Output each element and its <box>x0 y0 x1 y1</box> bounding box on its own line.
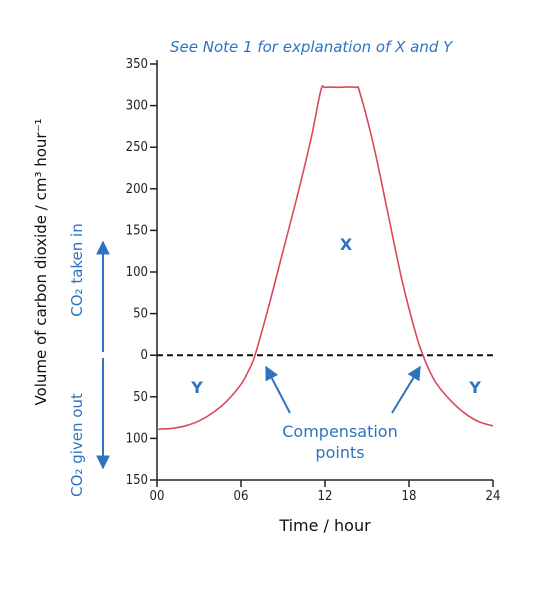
region-label-y-right: Y <box>468 378 481 397</box>
annotation-line1: Compensation <box>282 422 397 441</box>
y-tick-label: 50 <box>133 390 148 405</box>
y-tick-label: 350 <box>126 57 148 72</box>
x-axis-label: Time / hour <box>278 516 371 535</box>
y-ticks: 150 100 50 0 50 100 150 200 250 300 350 <box>126 57 157 488</box>
annotation-arrow-right <box>391 365 421 414</box>
y-tick-label: 0 <box>141 348 148 363</box>
y-tick-label: 250 <box>126 140 148 155</box>
y-tick-label: 150 <box>126 473 148 488</box>
label-co2-given-out: CO₂ given out <box>68 393 86 497</box>
y-tick-label: 300 <box>126 99 148 114</box>
annotation-arrow-left <box>265 365 291 414</box>
x-tick-label: 00 <box>150 489 165 504</box>
region-label-x: X <box>340 235 353 254</box>
co2-exchange-curve <box>156 85 494 431</box>
x-tick-label: 06 <box>234 489 249 504</box>
y-tick-label: 100 <box>126 265 148 280</box>
x-tick-label: 24 <box>486 489 501 504</box>
y-tick-label: 200 <box>126 182 148 197</box>
y-axis-label: Volume of carbon dioxide / cm³ hour⁻¹ <box>32 118 50 405</box>
y-tick-label: 150 <box>126 223 148 238</box>
chart-note: See Note 1 for explanation of X and Y <box>170 38 454 56</box>
x-tick-label: 18 <box>402 489 417 504</box>
annotation-line2: points <box>315 443 364 462</box>
region-label-y-left: Y <box>190 378 203 397</box>
y-tick-label: 50 <box>133 307 148 322</box>
x-ticks: 00 06 12 18 24 <box>150 480 501 504</box>
x-tick-label: 12 <box>318 489 333 504</box>
label-co2-taken-in: CO₂ taken in <box>68 223 86 316</box>
y-tick-label: 100 <box>126 431 148 446</box>
